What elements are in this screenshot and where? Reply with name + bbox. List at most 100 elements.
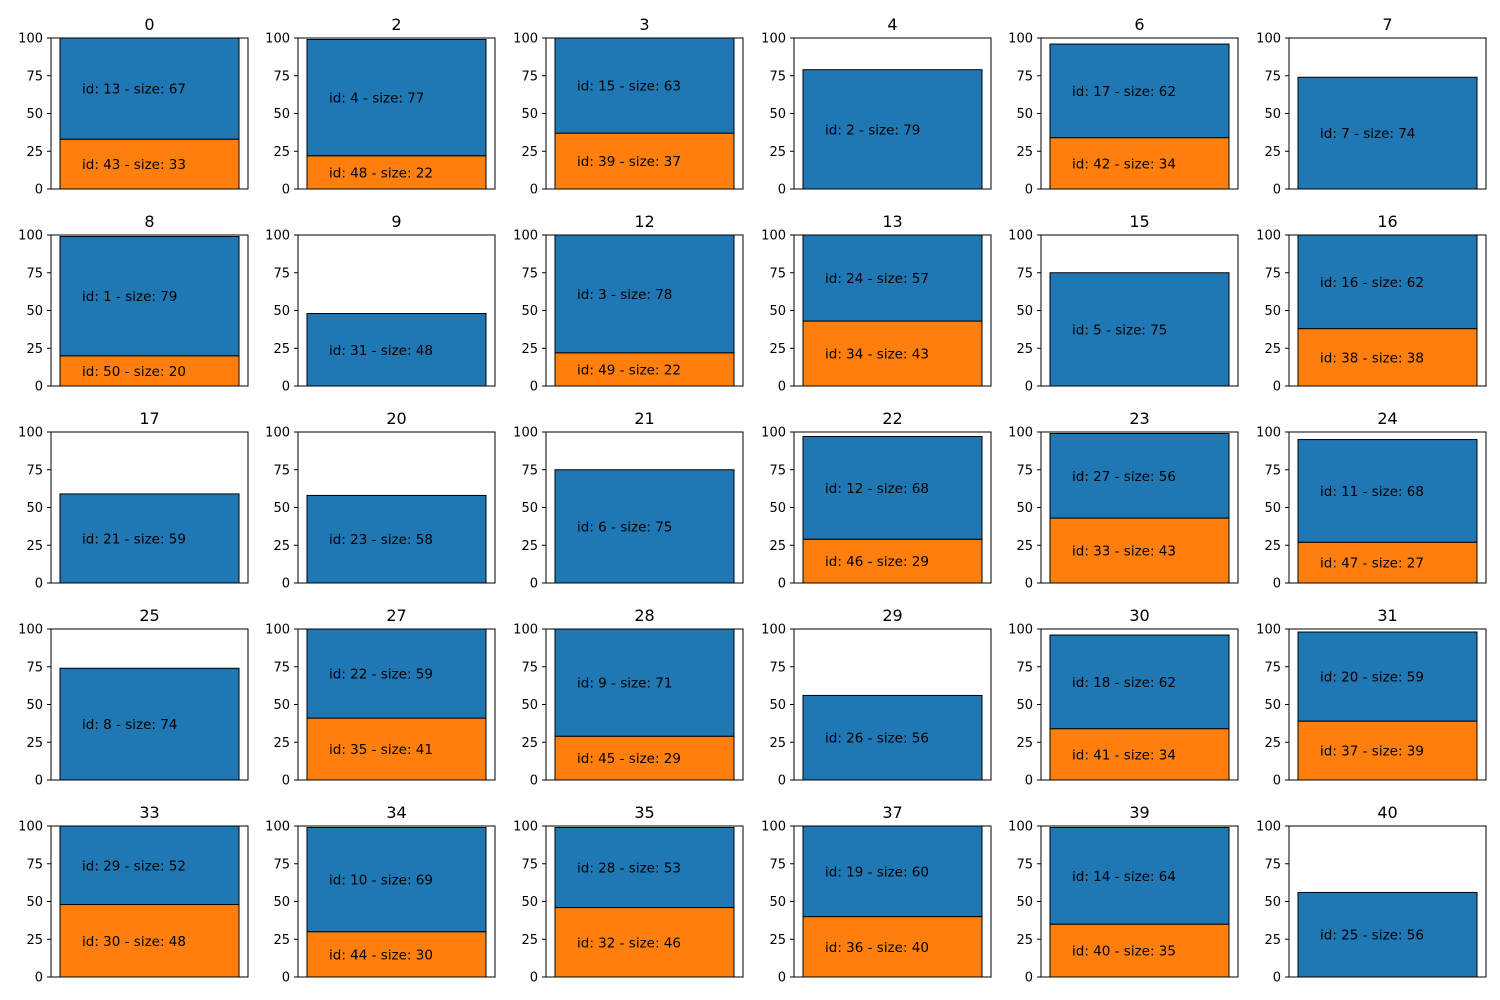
chart-panel: 40 id: 25 - size: 56 0 25 50 75 100 [1256, 803, 1487, 986]
bar-segment [1297, 720, 1478, 781]
y-tick-label: 100 [1256, 426, 1281, 441]
bar-label: id: 1 - size: 79 [82, 289, 177, 305]
y-tick-label: 50 [769, 698, 786, 713]
chart-panel: 7 id: 7 - size: 74 0 25 50 75 100 [1256, 15, 1487, 198]
bar-segment [802, 436, 983, 540]
y-tick-label: 75 [1264, 69, 1281, 84]
y-tick-label: 50 [26, 698, 43, 713]
bar-label: id: 32 - size: 46 [577, 935, 681, 951]
y-tick-label: 75 [26, 660, 43, 675]
panel-title: 25 [139, 606, 159, 625]
bar-segment [59, 904, 240, 978]
y-tick-label: 50 [1264, 304, 1281, 319]
y-tick-label: 25 [273, 539, 290, 554]
bar-segment [554, 132, 735, 190]
panel-title: 6 [1134, 15, 1144, 34]
panel-title: 16 [1377, 212, 1397, 231]
bar-label: id: 23 - size: 58 [329, 532, 433, 548]
y-tick-label: 100 [513, 623, 538, 638]
panel-title: 3 [639, 15, 649, 34]
y-tick-label: 25 [1016, 539, 1033, 554]
y-tick-label: 25 [769, 145, 786, 160]
chart-panel: 2 id: 48 - size: 22 id: 4 - size: 77 0 25 50 7… [265, 15, 496, 198]
y-tick-label: 50 [273, 107, 290, 122]
panel-title: 27 [386, 606, 406, 625]
y-tick-label: 0 [778, 971, 786, 986]
bar-segment [554, 37, 735, 134]
y-tick-label: 100 [18, 623, 43, 638]
panel-title: 13 [882, 212, 902, 231]
y-tick-label: 100 [1008, 229, 1033, 244]
y-tick-label: 0 [35, 183, 43, 198]
chart-panel: 12 id: 49 - size: 22 id: 3 - size: 78 0 25 50… [513, 212, 744, 395]
bar-label: id: 42 - size: 34 [1072, 156, 1176, 172]
y-tick-label: 0 [282, 971, 290, 986]
y-tick-label: 50 [769, 107, 786, 122]
y-tick-label: 75 [769, 660, 786, 675]
chart-panel: 17 id: 21 - size: 59 0 25 50 75 100 [18, 409, 249, 592]
y-tick-label: 100 [18, 229, 43, 244]
bar-label: id: 24 - size: 57 [825, 271, 929, 287]
y-tick-label: 75 [26, 69, 43, 84]
y-tick-label: 0 [530, 380, 538, 395]
y-tick-label: 0 [1273, 577, 1281, 592]
y-tick-label: 50 [273, 698, 290, 713]
y-tick-label: 25 [273, 342, 290, 357]
y-tick-label: 25 [26, 933, 43, 948]
y-tick-label: 100 [265, 229, 290, 244]
bar-label: id: 17 - size: 62 [1072, 84, 1176, 100]
y-tick-label: 75 [1016, 660, 1033, 675]
bar-segment [306, 827, 487, 933]
y-tick-label: 100 [1256, 623, 1281, 638]
bar-label: id: 31 - size: 48 [329, 343, 433, 359]
y-tick-label: 0 [35, 577, 43, 592]
y-tick-label: 100 [1256, 229, 1281, 244]
bar-label: id: 30 - size: 48 [82, 934, 186, 950]
chart-panel: 33 id: 30 - size: 48 id: 29 - size: 52 0 25 5… [18, 803, 249, 986]
bar-segment [306, 931, 487, 978]
bar-segment [1297, 76, 1478, 190]
bar-label: id: 48 - size: 22 [329, 165, 433, 181]
y-tick-label: 75 [521, 857, 538, 872]
y-tick-label: 100 [761, 32, 786, 47]
y-tick-label: 25 [273, 933, 290, 948]
y-tick-label: 100 [1008, 32, 1033, 47]
y-tick-label: 0 [778, 577, 786, 592]
bar-segment [554, 234, 735, 354]
bar-label: id: 34 - size: 43 [825, 347, 929, 363]
y-tick-label: 0 [282, 380, 290, 395]
y-tick-label: 50 [521, 895, 538, 910]
y-tick-label: 0 [778, 380, 786, 395]
bar-segment [1049, 137, 1230, 190]
bar-segment [306, 39, 487, 157]
y-tick-label: 75 [521, 463, 538, 478]
y-tick-label: 50 [273, 501, 290, 516]
y-tick-label: 75 [1016, 857, 1033, 872]
bar-label: id: 29 - size: 52 [82, 858, 186, 874]
bar-segment [306, 155, 487, 190]
y-tick-label: 25 [26, 342, 43, 357]
y-tick-label: 75 [1016, 463, 1033, 478]
bar-segment [802, 320, 983, 387]
y-tick-label: 75 [1264, 660, 1281, 675]
y-tick-label: 0 [35, 380, 43, 395]
y-tick-label: 100 [265, 820, 290, 835]
y-tick-label: 75 [273, 463, 290, 478]
panel-title: 8 [144, 212, 154, 231]
panel-title: 33 [139, 803, 159, 822]
chart-panel: 29 id: 26 - size: 56 0 25 50 75 100 [761, 606, 992, 789]
bar-segment [802, 916, 983, 978]
y-tick-label: 0 [35, 971, 43, 986]
bar-segment [554, 628, 735, 737]
y-tick-label: 25 [1264, 342, 1281, 357]
chart-panel: 6 id: 42 - size: 34 id: 17 - size: 62 0 25 50… [1008, 15, 1239, 198]
chart-panel: 39 id: 40 - size: 35 id: 14 - size: 64 0 25 5… [1008, 803, 1239, 986]
bar-label: id: 11 - size: 68 [1320, 484, 1424, 500]
bar-label: id: 38 - size: 38 [1320, 350, 1424, 366]
y-tick-label: 50 [1264, 501, 1281, 516]
chart-panel: 16 id: 38 - size: 38 id: 16 - size: 62 0 25 5… [1256, 212, 1487, 395]
chart-panel: 37 id: 36 - size: 40 id: 19 - size: 60 0 25 5… [761, 803, 992, 986]
y-tick-label: 50 [1016, 107, 1033, 122]
y-tick-label: 0 [1273, 971, 1281, 986]
